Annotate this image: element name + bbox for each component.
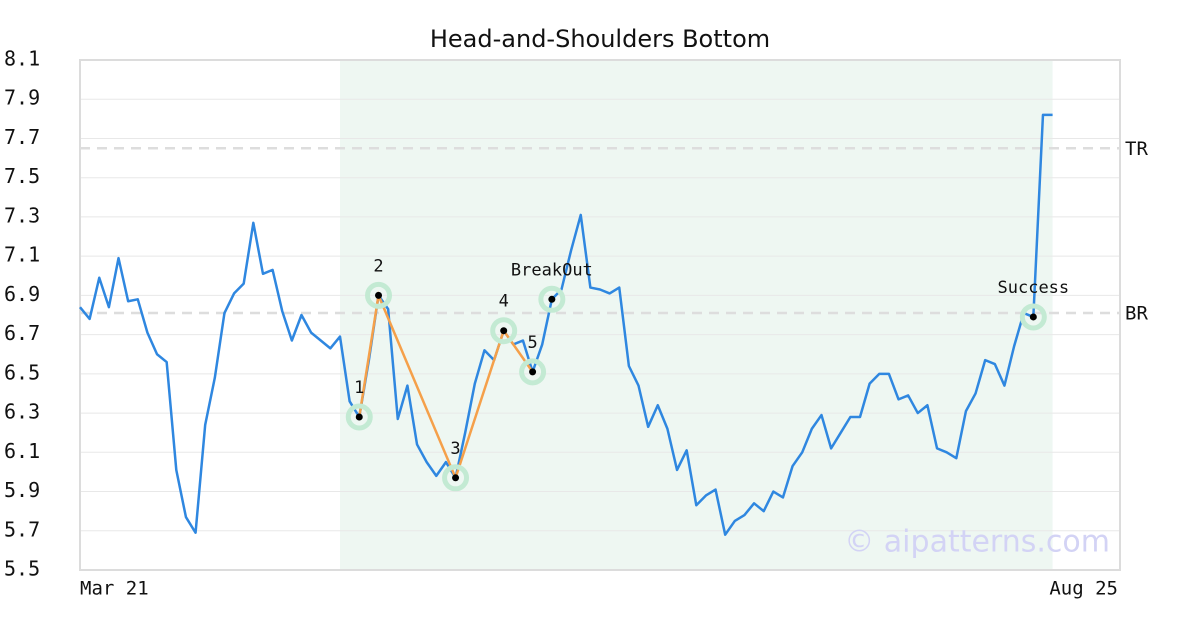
x-tick-label: Mar 21 (80, 578, 149, 600)
pattern-label: 4 (499, 292, 509, 312)
pattern-point (1029, 313, 1037, 321)
pattern-point-halo (442, 464, 470, 492)
y-tick-label: 8.1 (4, 47, 40, 71)
chart-title: Head-and-Shoulders Bottom (430, 25, 770, 53)
pattern-point-halo (538, 285, 566, 313)
y-tick-label: 6.9 (4, 282, 40, 306)
pattern-label: BreakOut (511, 260, 593, 280)
pattern-point (529, 368, 537, 376)
y-tick-label: 7.5 (4, 164, 40, 188)
pattern-point (452, 474, 460, 482)
pattern-point-halo (365, 281, 393, 309)
pattern-point-halo (519, 358, 547, 386)
x-tick-label: Aug 25 (1049, 578, 1118, 600)
pattern-point-halo (345, 403, 373, 431)
price-line (79, 113, 1053, 536)
y-tick-label: 7.9 (4, 86, 40, 110)
y-tick-label: 7.3 (4, 203, 40, 227)
y-tick-label: 7.1 (4, 243, 40, 267)
pattern-point (500, 327, 508, 335)
pattern-point (548, 295, 556, 303)
pattern-point (355, 413, 363, 421)
pattern-label: 3 (450, 439, 460, 459)
y-tick-label: 5.5 (4, 557, 40, 581)
reference-label: BR (1125, 303, 1148, 325)
watermark: © aipatterns.com (844, 525, 1110, 560)
y-tick-label: 6.5 (4, 360, 40, 384)
y-tick-label: 6.3 (4, 400, 40, 424)
y-tick-label: 5.7 (4, 517, 40, 541)
pattern-point-halo (490, 317, 518, 345)
pattern-point (375, 291, 383, 299)
y-tick-label: 6.1 (4, 439, 40, 463)
pattern-label: 2 (373, 256, 383, 276)
y-tick-label: 6.7 (4, 321, 40, 345)
y-tick-label: 7.7 (4, 125, 40, 149)
pattern-label: 1 (354, 378, 364, 398)
pattern-point-halo (1019, 303, 1047, 331)
reference-label: TR (1125, 138, 1148, 160)
y-tick-label: 5.9 (4, 478, 40, 502)
plot-border (79, 59, 1121, 571)
pattern-region (340, 60, 1053, 570)
pattern-label: 5 (527, 333, 537, 353)
pattern-label: Success (998, 278, 1070, 298)
